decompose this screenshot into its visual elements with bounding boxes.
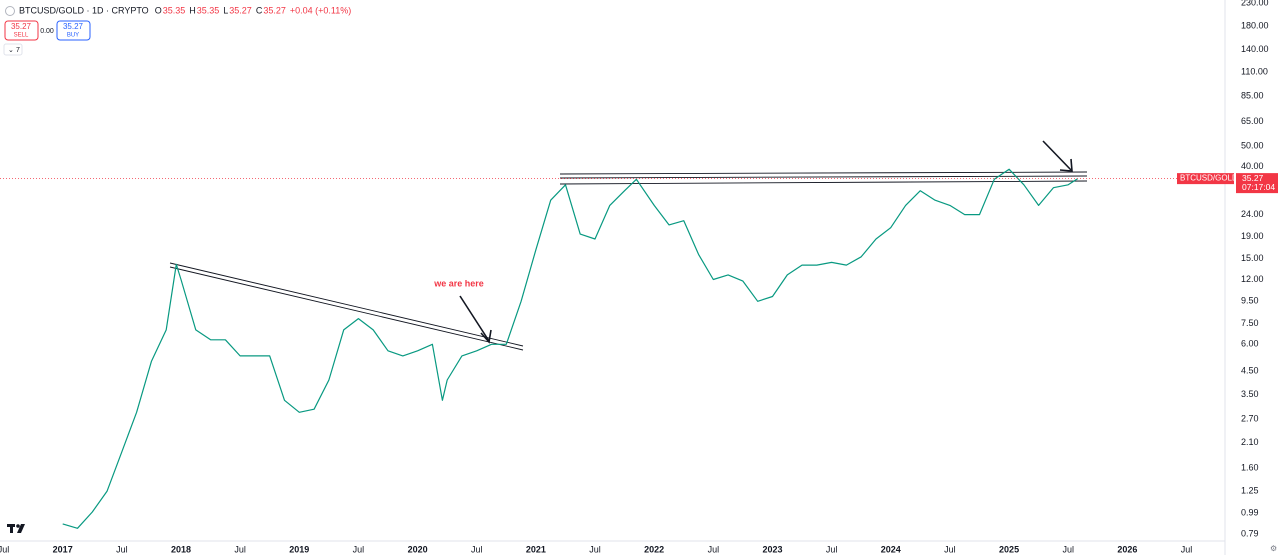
arrow-head	[1059, 158, 1073, 172]
symbol-title: BTCUSD/GOLD · 1D · CRYPTO	[19, 5, 149, 15]
y-tick-label: 230.00	[1241, 0, 1269, 8]
x-tick-label: Jul	[471, 544, 483, 554]
price-tag-countdown: 07:17:04	[1242, 182, 1275, 192]
x-tick-label: Jul	[826, 544, 838, 554]
x-tick-label: Jul	[1181, 544, 1193, 554]
x-tick-label: 2021	[526, 544, 546, 554]
price-line	[62, 168, 1079, 529]
buy-button[interactable]	[56, 20, 91, 41]
y-tick-label: 1.25	[1241, 485, 1259, 495]
arrow	[459, 295, 490, 342]
ohlc-label: O	[155, 5, 162, 15]
x-tick-label: Jul	[116, 544, 128, 554]
y-tick-label: 4.50	[1241, 366, 1259, 376]
chevron: ⌄	[8, 47, 14, 54]
y-tick-label: 24.00	[1241, 209, 1264, 219]
indicators-toggle[interactable]	[3, 43, 23, 56]
y-tick-label: 7.50	[1241, 318, 1259, 328]
x-tick-label: 2019	[289, 544, 309, 554]
x-tick-label: 2024	[881, 544, 901, 554]
x-tick-label: Jul	[0, 544, 9, 554]
annotation: we are here	[433, 278, 484, 288]
y-tick-label: 0.79	[1241, 528, 1259, 538]
y-tick-label: 2.10	[1241, 437, 1259, 447]
symbol-icon	[5, 6, 15, 16]
x-tick-label: 2025	[999, 544, 1019, 554]
sell-price: 35.27	[11, 22, 32, 31]
ohlc-value: 35.27	[263, 5, 286, 15]
trendline	[169, 262, 524, 347]
y-tick-label: 40.00	[1241, 161, 1264, 171]
channel-line	[559, 171, 1088, 175]
x-tick-label: Jul	[708, 544, 720, 554]
y-tick-label: 3.50	[1241, 389, 1259, 399]
ohlc-value: 35.35	[163, 5, 186, 15]
y-tick-label: 9.50	[1241, 296, 1259, 306]
y-tick-label: 2.70	[1241, 413, 1259, 423]
buy-price: 35.27	[63, 22, 84, 31]
sell-button[interactable]	[4, 20, 39, 41]
y-tick-label: 180.00	[1241, 21, 1269, 31]
ohlc: O 35.35 H 35.35 L 35.27 C 35.27 +0.04 (+0.11%)	[155, 5, 352, 15]
drawings	[169, 140, 1088, 351]
x-tick-label: 2023	[762, 544, 782, 554]
price-tag	[1236, 173, 1278, 194]
x-tick-label: Jul	[234, 544, 246, 554]
arrow-head	[480, 329, 492, 344]
symbol-tag-label: BTCUSD/GOLD	[1180, 174, 1238, 183]
y-tick-label: 85.00	[1241, 91, 1264, 101]
x-tick-label: Jul	[1062, 544, 1074, 554]
x-tick-label: 2017	[53, 544, 73, 554]
y-tick-label: 140.00	[1241, 44, 1269, 54]
x-tick-label: 2018	[171, 544, 191, 554]
x-tick-label: 2022	[644, 544, 664, 554]
y-tick-label: 65.00	[1241, 116, 1264, 126]
x-tick-label: Jul	[353, 544, 365, 554]
spread: 0.00	[40, 28, 54, 35]
x-tick-label: Jul	[589, 544, 601, 554]
indicator-count: 7	[16, 47, 20, 54]
ohlc-label: L	[223, 5, 228, 15]
y-tick-label: 6.00	[1241, 339, 1259, 349]
x-tick-label: 2020	[408, 544, 428, 554]
y-tick-label: 19.00	[1241, 231, 1264, 241]
settings-icon[interactable]: ⚙	[1270, 544, 1277, 553]
x-tick-label: 2026	[1117, 544, 1137, 554]
change: +0.04 (+0.11%)	[290, 5, 351, 15]
ohlc-label: H	[189, 5, 196, 15]
buy-label: BUY	[67, 33, 79, 39]
ohlc-label: C	[256, 5, 263, 15]
y-tick-label: 12.00	[1241, 274, 1264, 284]
price-tag-value: 35.27	[1242, 173, 1264, 183]
ohlc-value: 35.27	[229, 5, 252, 15]
y-tick-label: 50.00	[1241, 140, 1264, 150]
sell-label: SELL	[14, 33, 29, 39]
logo	[7, 524, 25, 533]
x-tick-label: Jul	[944, 544, 956, 554]
y-tick-label: 1.60	[1241, 462, 1259, 472]
arrow	[1042, 140, 1072, 171]
ohlc-value: 35.35	[197, 5, 220, 15]
channel-line	[559, 180, 1088, 185]
y-tick-label: 110.00	[1241, 67, 1268, 77]
y-tick-label: 15.00	[1241, 253, 1264, 263]
trendline	[169, 266, 524, 351]
y-tick-label: 0.99	[1241, 507, 1259, 517]
symbol-tag	[1177, 173, 1234, 185]
